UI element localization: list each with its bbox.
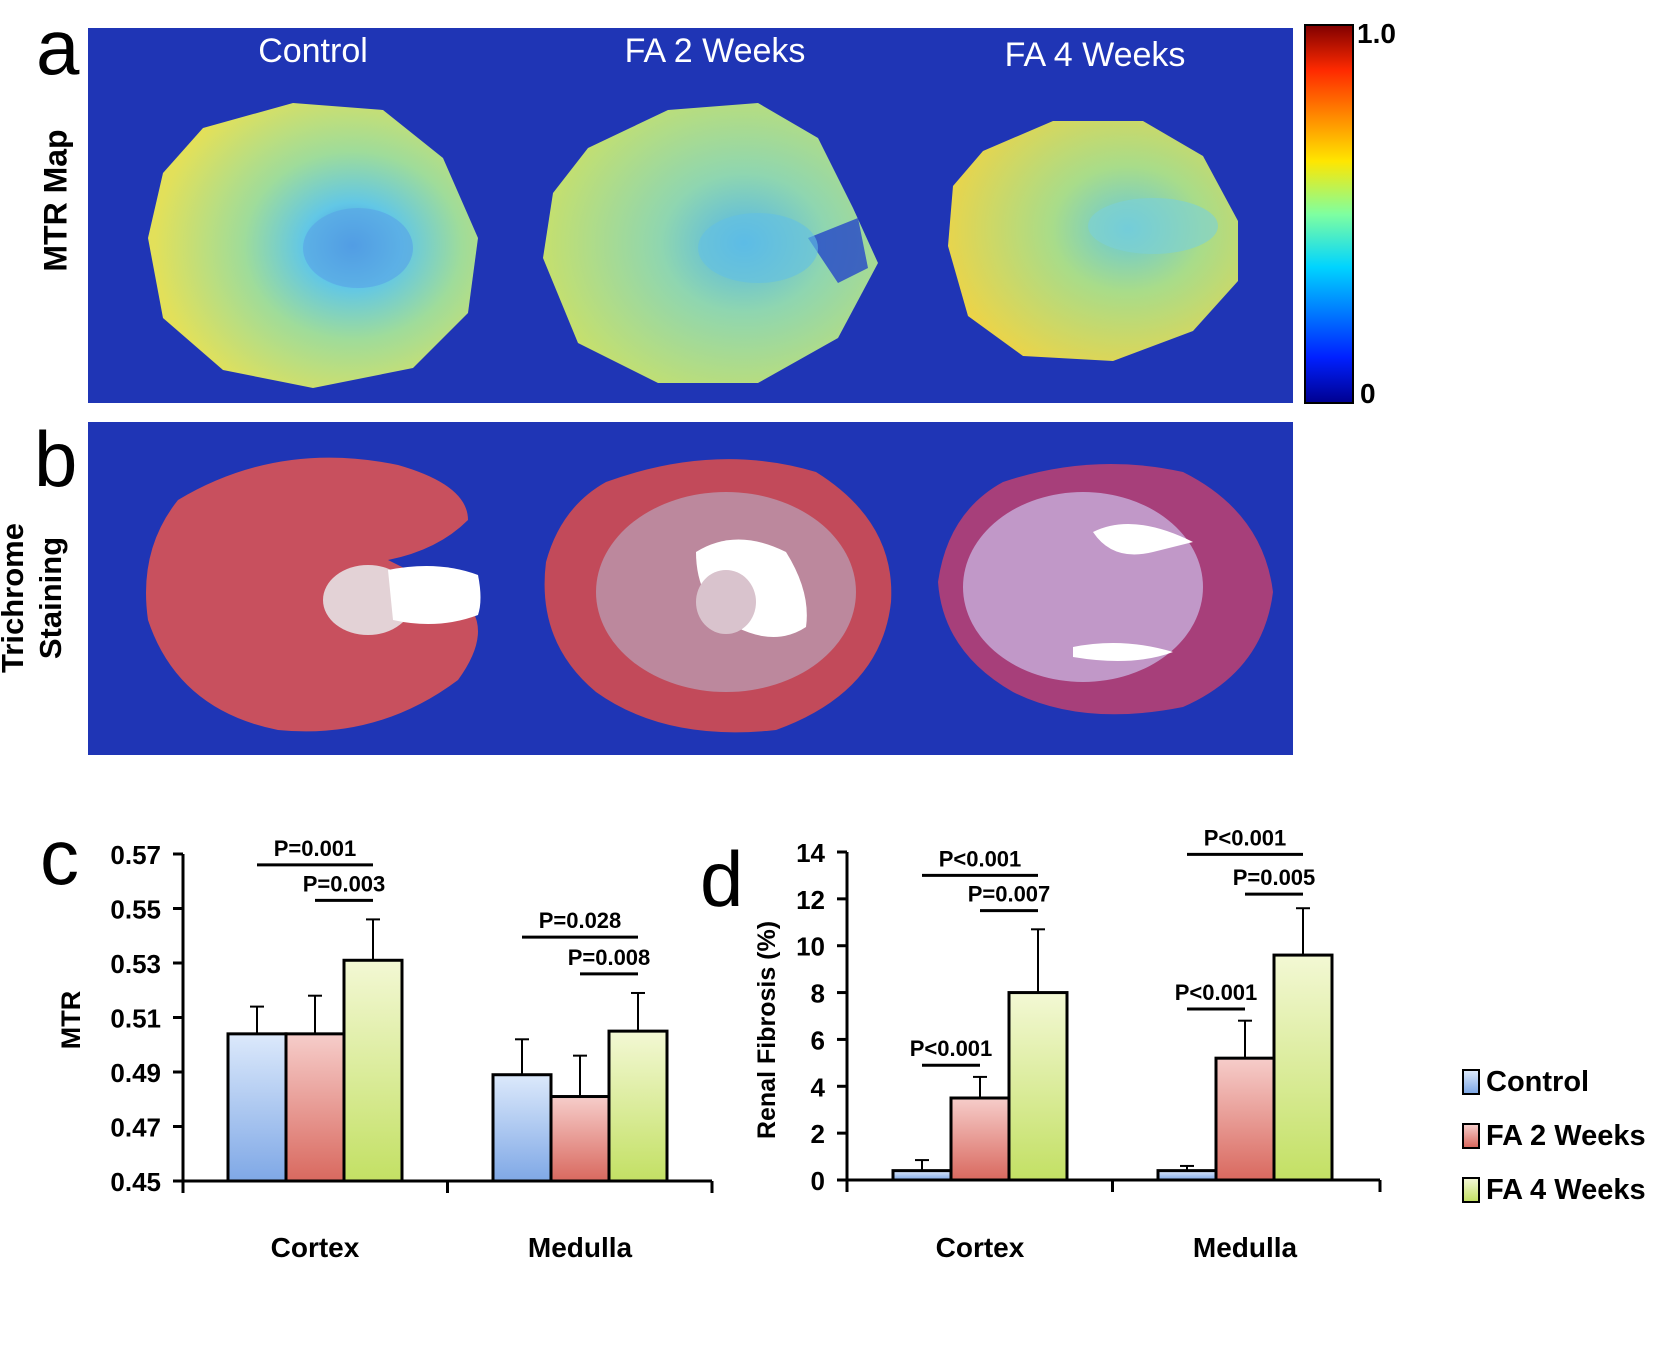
mtr-kidney-fa4 (948, 121, 1238, 361)
legend-swatch-fa2 (1462, 1123, 1480, 1149)
chart-c-bar-control-cortex (226, 1032, 288, 1183)
legend-item-fa4: FA 4 Weeks (1462, 1163, 1646, 1217)
chart-c-y-tick-label: 0.45 (110, 1167, 161, 1197)
chart-d-bar-fa-2-weeks-cortex (949, 1096, 1011, 1182)
trichrome-panel (88, 422, 1293, 755)
chart-d-sig-label: P=0.007 (968, 882, 1051, 907)
trichrome-kidney-control (146, 457, 481, 732)
chart-c-category-medulla: Medulla (528, 1232, 633, 1263)
column-title-fa2: FA 2 Weeks (624, 32, 806, 70)
chart-c-ylabel: MTR (56, 991, 86, 1049)
chart-d-y-tick-label: 8 (811, 979, 825, 1009)
chart-c-sig-label: P=0.003 (303, 871, 386, 896)
legend-swatch-control (1462, 1069, 1480, 1095)
trichrome-kidney-fa4 (938, 464, 1273, 715)
mtr-kidney-control (148, 103, 478, 388)
fibrosis-bar-chart: Renal Fibrosis (%) 14 12 10 8 6 4 2 0 P<0.001 P<… (753, 825, 1382, 1263)
chart-c-sig-label: P=0.001 (274, 836, 357, 861)
chart-d-sig-label: P<0.001 (939, 846, 1022, 871)
chart-c-bar-control-medulla (491, 1073, 553, 1183)
colorbar-min-label: 0 (1360, 378, 1376, 409)
chart-d-sig-label: P<0.001 (910, 1036, 993, 1061)
chart-d-ylabel: Renal Fibrosis (%) (753, 921, 781, 1139)
panel-letter-a: a (36, 3, 80, 91)
panel-letter-b: b (34, 415, 78, 503)
chart-d-bar-fa-2-weeks-medulla (1214, 1056, 1276, 1182)
colorbar (1304, 24, 1354, 404)
chart-c-sig-label: P=0.008 (568, 945, 651, 970)
chart-d-y-tick-label: 10 (796, 932, 825, 962)
chart-d-bar-control-medulla (1156, 1169, 1218, 1182)
legend-label-fa4: FA 4 Weeks (1486, 1173, 1646, 1206)
chart-c-y-tick-label: 0.57 (110, 840, 161, 870)
row-label-trichrome: Trichrome Staining (0, 498, 70, 698)
chart-c-sig-label: P=0.028 (539, 908, 622, 933)
panel-letter-d: d (700, 835, 744, 923)
legend-item-control: Control (1462, 1055, 1646, 1109)
chart-c-y-tick-label: 0.47 (110, 1113, 161, 1143)
chart-c-bar-fa-4-weeks-medulla (607, 1029, 669, 1183)
chart-d-y-tick-label: 12 (796, 885, 825, 915)
row-label-trichrome-line2: Staining (33, 536, 68, 660)
chart-c-y-tick-label: 0.53 (110, 949, 161, 979)
chart-c-y-tick-label: 0.55 (110, 895, 161, 925)
mtr-kidney-fa2 (543, 103, 878, 383)
chart-d-sig-label: P=0.005 (1233, 865, 1316, 890)
column-title-fa4: FA 4 Weeks (1004, 36, 1186, 74)
legend-swatch-fa4 (1462, 1177, 1480, 1203)
chart-c-bar-fa-4-weeks-cortex (342, 958, 404, 1183)
chart-legend: Control FA 2 Weeks FA 4 Weeks (1462, 1055, 1646, 1217)
row-label-mtr-map: MTR Map (37, 129, 74, 272)
chart-d-y-tick-label: 6 (811, 1025, 825, 1055)
chart-d-bar-fa-4-weeks-medulla (1272, 953, 1334, 1182)
chart-d-bar-control-cortex (891, 1169, 953, 1182)
panel-letter-c: c (40, 813, 79, 901)
mtr-map-panel: Control FA 2 Weeks FA 4 Weeks (88, 28, 1293, 403)
chart-d-y-tick-label: 14 (796, 838, 825, 868)
chart-d-category-medulla: Medulla (1193, 1232, 1298, 1263)
chart-d-y-tick-label: 2 (811, 1119, 825, 1149)
legend-item-fa2: FA 2 Weeks (1462, 1109, 1646, 1163)
chart-d-sig-label: P<0.001 (1175, 980, 1258, 1005)
chart-c-bar-fa-2-weeks-medulla (549, 1095, 611, 1183)
chart-c-category-cortex: Cortex (271, 1232, 360, 1263)
chart-c-y-tick-label: 0.51 (110, 1004, 161, 1034)
colorbar-max-label: 1.0 (1357, 18, 1396, 49)
mtr-bar-chart: MTR 0.57 0.55 0.53 0.51 0.49 0.47 0.45 P=0.001… (56, 836, 714, 1263)
row-label-trichrome-line1: Trichrome (0, 523, 30, 673)
chart-d-bar-fa-4-weeks-cortex (1007, 991, 1069, 1182)
chart-c-bar-fa-2-weeks-cortex (284, 1032, 346, 1183)
chart-d-category-cortex: Cortex (936, 1232, 1025, 1263)
legend-label-control: Control (1486, 1065, 1590, 1098)
chart-c-y-tick-label: 0.49 (110, 1058, 161, 1088)
chart-d-y-tick-label: 0 (811, 1166, 825, 1196)
legend-label-fa2: FA 2 Weeks (1486, 1119, 1646, 1152)
trichrome-kidney-fa2 (544, 459, 892, 733)
chart-d-sig-label: P<0.001 (1204, 825, 1287, 850)
column-title-control: Control (258, 32, 368, 70)
chart-d-y-tick-label: 4 (811, 1072, 826, 1102)
